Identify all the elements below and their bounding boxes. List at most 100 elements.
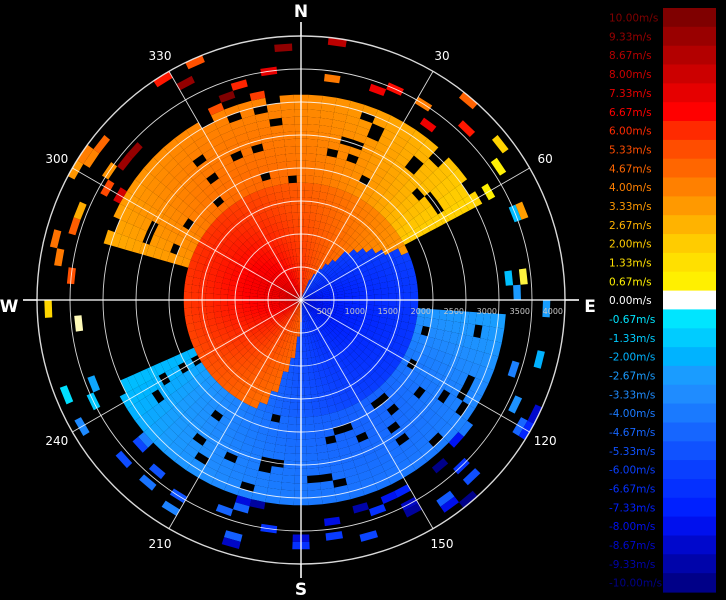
velocity-cell: [413, 436, 429, 451]
velocity-cell: [286, 431, 297, 440]
velocity-cell: [291, 320, 296, 329]
velocity-cell: [227, 376, 238, 387]
velocity-cell: [191, 300, 199, 308]
velocity-cell: [280, 102, 295, 111]
velocity-cell: [403, 300, 411, 308]
velocity-cell: [424, 356, 435, 369]
velocity-cell: [418, 163, 433, 178]
velocity-cell: [247, 334, 257, 343]
velocity-cell: [353, 456, 367, 468]
velocity-cell: [198, 471, 215, 485]
velocity-cell: [272, 238, 279, 248]
velocity-cell: [272, 306, 281, 310]
velocity-cell: [402, 307, 411, 316]
velocity-cell: [273, 328, 281, 337]
velocity-cell: [342, 398, 353, 409]
velocity-cell: [261, 328, 270, 336]
azimuth-spoke: [72, 299, 302, 433]
velocity-cell: [331, 470, 346, 481]
velocity-cell: [284, 274, 290, 282]
velocity-cell: [314, 291, 322, 295]
velocity-cell: [378, 255, 389, 265]
velocity-cell: [325, 334, 333, 343]
compass-label-s: S: [295, 580, 307, 600]
velocity-cell: [258, 285, 267, 290]
velocity-cell: [374, 366, 386, 377]
velocity-cell: [242, 474, 257, 485]
velocity-cell: [277, 312, 285, 319]
velocity-cell: [413, 373, 426, 387]
velocity-cell: [301, 278, 304, 286]
velocity-cell: [163, 158, 179, 173]
velocity-cell: [303, 286, 308, 294]
velocity-cell: [322, 291, 330, 296]
velocity-cell: [364, 136, 379, 149]
colorbar-label: 8.67m/s: [609, 50, 652, 62]
velocity-cell: [362, 386, 374, 398]
velocity-cell: [229, 347, 240, 357]
velocity-cell: [317, 339, 324, 348]
velocity-cell: [233, 380, 244, 392]
velocity-cell: [448, 432, 464, 448]
velocity-cell: [258, 256, 267, 265]
velocity-cell: [308, 249, 314, 258]
velocity-cell: [288, 409, 298, 418]
velocity-cell: [243, 240, 252, 250]
velocity-cell: [308, 301, 316, 304]
velocity-cell: [359, 300, 367, 305]
colorbar-label: 3.33m/s: [609, 201, 652, 213]
velocity-cell: [387, 166, 401, 179]
velocity-cell: [233, 238, 243, 249]
velocity-cell: [188, 438, 203, 452]
velocity-cell: [347, 276, 357, 283]
velocity-cell: [229, 313, 238, 321]
velocity-cell: [235, 308, 244, 314]
velocity-cell: [328, 225, 337, 235]
velocity-cell: [265, 495, 281, 505]
velocity-cell: [332, 164, 345, 175]
velocity-cell: [332, 264, 341, 272]
velocity-cell: [268, 216, 277, 226]
velocity-cell: [312, 307, 320, 313]
velocity-cell: [348, 261, 357, 269]
velocity-cell: [320, 308, 328, 314]
velocity-cell: [278, 279, 286, 286]
velocity-cell: [306, 304, 313, 310]
velocity-cell: [277, 385, 286, 394]
velocity-cell: [273, 307, 281, 312]
velocity-cell: [305, 168, 315, 176]
velocity-cell: [320, 376, 329, 386]
velocity-cell: [349, 279, 358, 286]
velocity-cell: [260, 346, 269, 355]
velocity-cell: [408, 340, 419, 351]
velocity-cell: [318, 191, 328, 201]
velocity-cell: [324, 516, 341, 527]
velocity-cell: [302, 241, 308, 249]
velocity-cell: [179, 135, 195, 150]
velocity-cell: [333, 314, 342, 321]
velocity-cell: [140, 172, 155, 188]
velocity-cell: [293, 321, 298, 329]
velocity-cell: [355, 157, 369, 169]
velocity-cell: [247, 354, 256, 364]
velocity-cell: [390, 380, 403, 392]
velocity-cell: [373, 305, 382, 312]
velocity-cell: [239, 347, 249, 356]
velocity-cell: [185, 55, 205, 70]
colorbar-swatch: [663, 215, 716, 235]
velocity-cell: [244, 467, 259, 478]
colorbar-label: 6.67m/s: [609, 107, 652, 119]
velocity-cell: [275, 253, 282, 262]
velocity-cell: [213, 335, 224, 345]
velocity-cell: [309, 272, 314, 281]
velocity-cell: [268, 374, 277, 384]
velocity-cell: [431, 338, 442, 351]
velocity-cell: [242, 295, 250, 300]
velocity-cell: [378, 178, 392, 191]
velocity-cell: [291, 305, 297, 312]
velocity-cell: [211, 381, 223, 393]
velocity-cell: [176, 75, 195, 91]
velocity-cell: [399, 269, 409, 279]
velocity-cell: [126, 404, 141, 421]
velocity-cell: [259, 282, 268, 288]
